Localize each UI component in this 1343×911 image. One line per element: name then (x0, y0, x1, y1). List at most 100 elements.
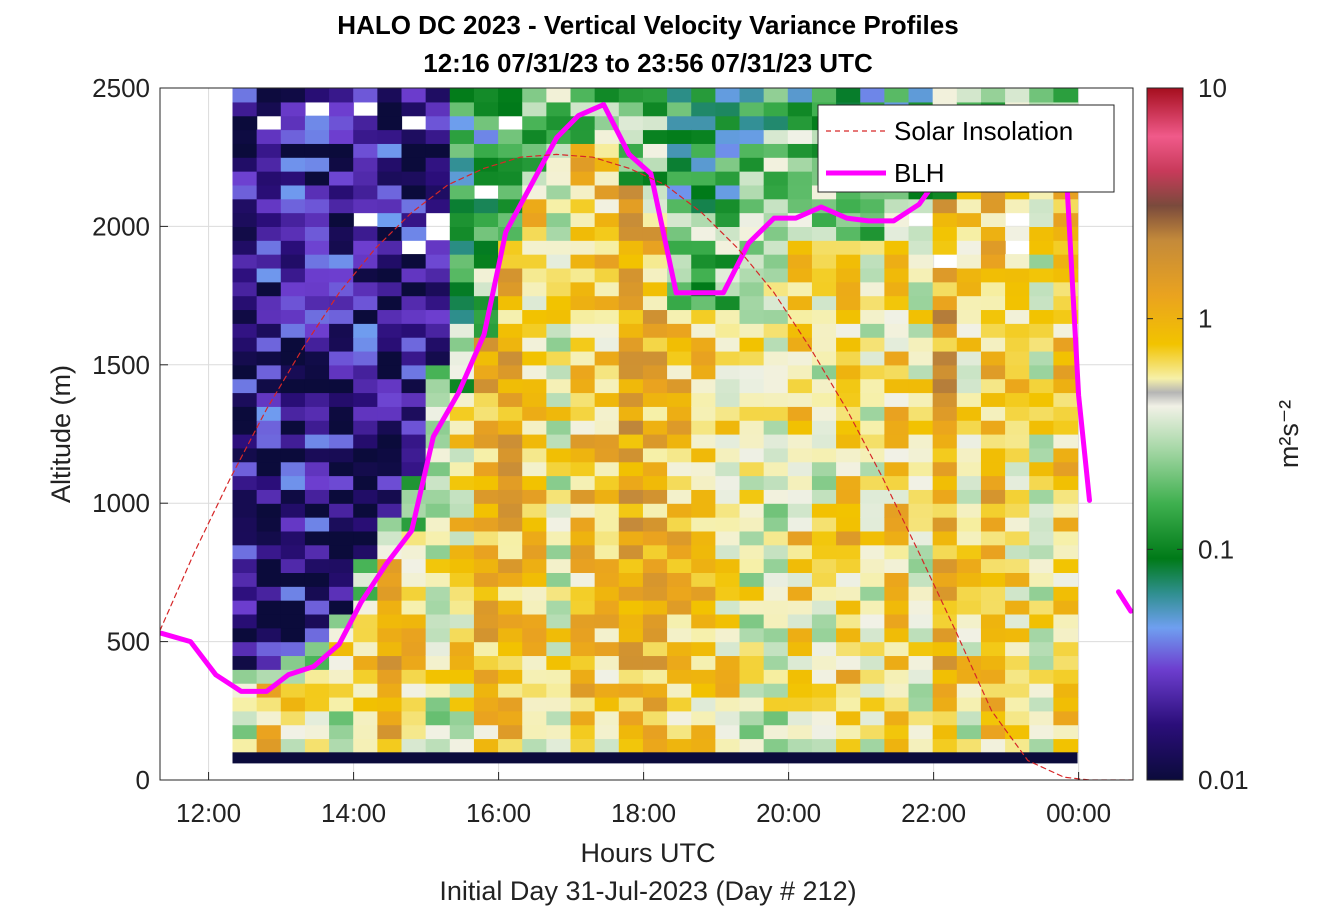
heatmap-cell (425, 544, 451, 560)
heatmap-cell (449, 184, 475, 200)
heatmap-cell (304, 600, 330, 615)
heatmap-cell (546, 613, 572, 629)
x-tick-label: 14:00 (321, 798, 386, 828)
heatmap-cell (594, 461, 620, 477)
heatmap-cell (280, 226, 306, 241)
heatmap-cell (956, 88, 982, 103)
heatmap-cell (715, 696, 741, 712)
heatmap-cell (304, 281, 330, 297)
heatmap-cell (836, 364, 861, 380)
heatmap-cell (425, 503, 451, 518)
heatmap-cell (425, 683, 451, 698)
heatmap-cell (498, 350, 523, 366)
heatmap-cell (1053, 350, 1079, 366)
heatmap-cell (715, 641, 741, 657)
heatmap-cell (570, 447, 596, 463)
heatmap-cell (932, 738, 958, 753)
heatmap-cell (425, 738, 451, 753)
heatmap-cell (1029, 350, 1054, 366)
heatmap-cell (377, 101, 403, 117)
heatmap-cell (498, 503, 523, 518)
heatmap-cell (739, 655, 765, 670)
heatmap-cell (449, 129, 475, 144)
heatmap-cell (401, 171, 427, 186)
heatmap-cell (763, 378, 789, 394)
heatmap-cell (377, 641, 403, 657)
heatmap-cell (232, 669, 258, 684)
heatmap-cell (425, 489, 451, 504)
heatmap-cell (763, 710, 789, 726)
heatmap-cell (473, 115, 499, 131)
heatmap-cell (618, 350, 644, 366)
heatmap-cell (498, 613, 523, 629)
heatmap-cell (980, 517, 1006, 532)
heatmap-cell (980, 586, 1006, 601)
heatmap-cell (304, 88, 330, 103)
heatmap-cell (304, 240, 330, 255)
heatmap-cell (256, 364, 282, 380)
heatmap-cell (1029, 696, 1054, 712)
heatmap-cell (546, 378, 572, 394)
heatmap-cell (836, 392, 861, 407)
heatmap-cell (256, 696, 282, 712)
heatmap-cell (546, 88, 572, 103)
heatmap-cell (473, 295, 499, 311)
heatmap-cell (570, 309, 596, 324)
heatmap-cell (304, 267, 330, 283)
heatmap-cell (1053, 600, 1079, 615)
heatmap-cell (329, 530, 354, 546)
heatmap-cell (860, 600, 885, 615)
heatmap-cell (811, 613, 837, 629)
heatmap-cell (256, 641, 282, 657)
heatmap-cell (280, 267, 306, 283)
heatmap-cell (570, 641, 596, 657)
heatmap-cell (522, 254, 547, 269)
heatmap-cell (763, 738, 789, 753)
heatmap-cell (401, 724, 427, 740)
heatmap-cell (256, 544, 282, 560)
heatmap-cell (1005, 309, 1030, 324)
heatmap-cell (787, 558, 813, 573)
heatmap-cell (232, 392, 258, 407)
heatmap-cell (353, 517, 378, 532)
heatmap-cell (353, 88, 378, 103)
heatmap-cell (667, 184, 692, 200)
heatmap-cell (811, 267, 837, 283)
heatmap-cell (377, 115, 403, 131)
heatmap-cell (449, 406, 475, 421)
heatmap-cell (884, 226, 910, 241)
heatmap-cell (594, 683, 620, 698)
heatmap-cell (522, 392, 547, 407)
heatmap-cell (787, 406, 813, 421)
heatmap-cell (811, 434, 837, 449)
heatmap-cell (570, 503, 596, 518)
colorbar-label: m²s⁻² (1274, 400, 1304, 468)
heatmap-cell (401, 350, 427, 366)
heatmap-cell (884, 309, 910, 324)
heatmap-cell (1005, 613, 1030, 629)
heatmap-cell (473, 226, 499, 241)
heatmap-cell (884, 88, 910, 103)
heatmap-cell (667, 683, 692, 698)
heatmap-cell (980, 267, 1006, 283)
colorbar-gradient (1146, 87, 1184, 781)
heatmap-cell (401, 544, 427, 560)
heatmap-cell (1053, 212, 1079, 227)
heatmap-cell (787, 143, 813, 158)
heatmap-cell (667, 503, 692, 518)
heatmap-cell (594, 544, 620, 560)
heatmap-cell (329, 475, 354, 490)
heatmap-cell (449, 710, 475, 726)
heatmap-cell (522, 710, 547, 726)
heatmap-cell (232, 406, 258, 421)
heatmap-cell (836, 517, 861, 532)
heatmap-cell (618, 184, 644, 200)
heatmap-cell (715, 184, 741, 200)
heatmap-cell (715, 517, 741, 532)
heatmap-cell (304, 558, 330, 573)
heatmap-cell (473, 267, 499, 283)
heatmap-cell (787, 157, 813, 172)
heatmap-cell (1053, 226, 1079, 241)
heatmap-cell (811, 281, 837, 297)
heatmap-cell (980, 641, 1006, 657)
